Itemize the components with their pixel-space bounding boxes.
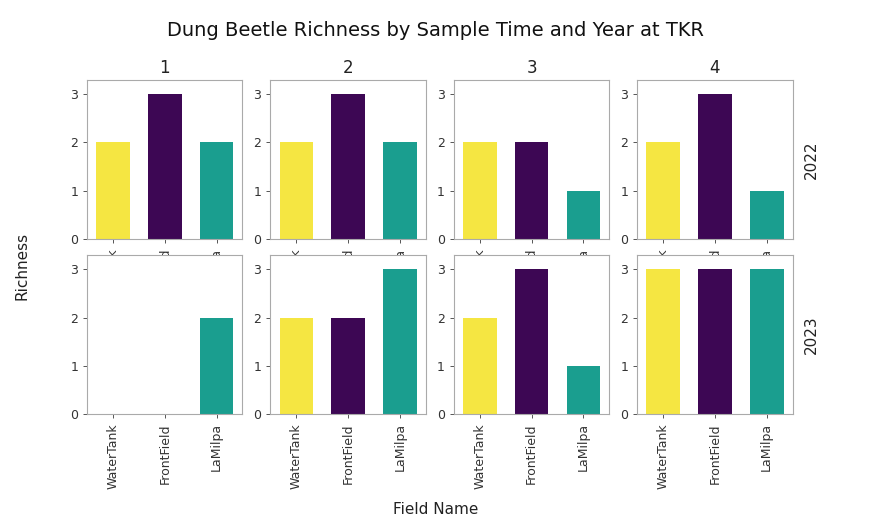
Title: 3: 3 xyxy=(526,59,537,76)
Bar xyxy=(646,142,680,239)
Bar xyxy=(698,269,732,414)
Title: 2: 2 xyxy=(343,59,354,76)
Bar xyxy=(383,269,417,414)
Bar xyxy=(566,191,600,239)
Bar xyxy=(280,142,314,239)
Bar xyxy=(383,142,417,239)
Text: Richness: Richness xyxy=(14,232,30,299)
Text: Dung Beetle Richness by Sample Time and Year at TKR: Dung Beetle Richness by Sample Time and … xyxy=(167,21,704,40)
Bar xyxy=(331,318,365,414)
Bar xyxy=(331,94,365,239)
Title: 4: 4 xyxy=(710,59,720,76)
Bar xyxy=(280,318,314,414)
Text: Field Name: Field Name xyxy=(393,502,478,517)
Bar xyxy=(515,142,549,239)
Bar xyxy=(750,191,784,239)
Bar xyxy=(515,269,549,414)
Bar xyxy=(698,94,732,239)
Title: 1: 1 xyxy=(159,59,170,76)
Text: 2023: 2023 xyxy=(804,315,819,354)
Bar xyxy=(566,366,600,414)
Bar xyxy=(199,318,233,414)
Bar xyxy=(463,318,496,414)
Text: 2022: 2022 xyxy=(804,140,819,178)
Bar xyxy=(148,94,182,239)
Bar xyxy=(750,269,784,414)
Bar xyxy=(96,142,130,239)
Bar xyxy=(463,142,496,239)
Bar xyxy=(646,269,680,414)
Bar xyxy=(199,142,233,239)
